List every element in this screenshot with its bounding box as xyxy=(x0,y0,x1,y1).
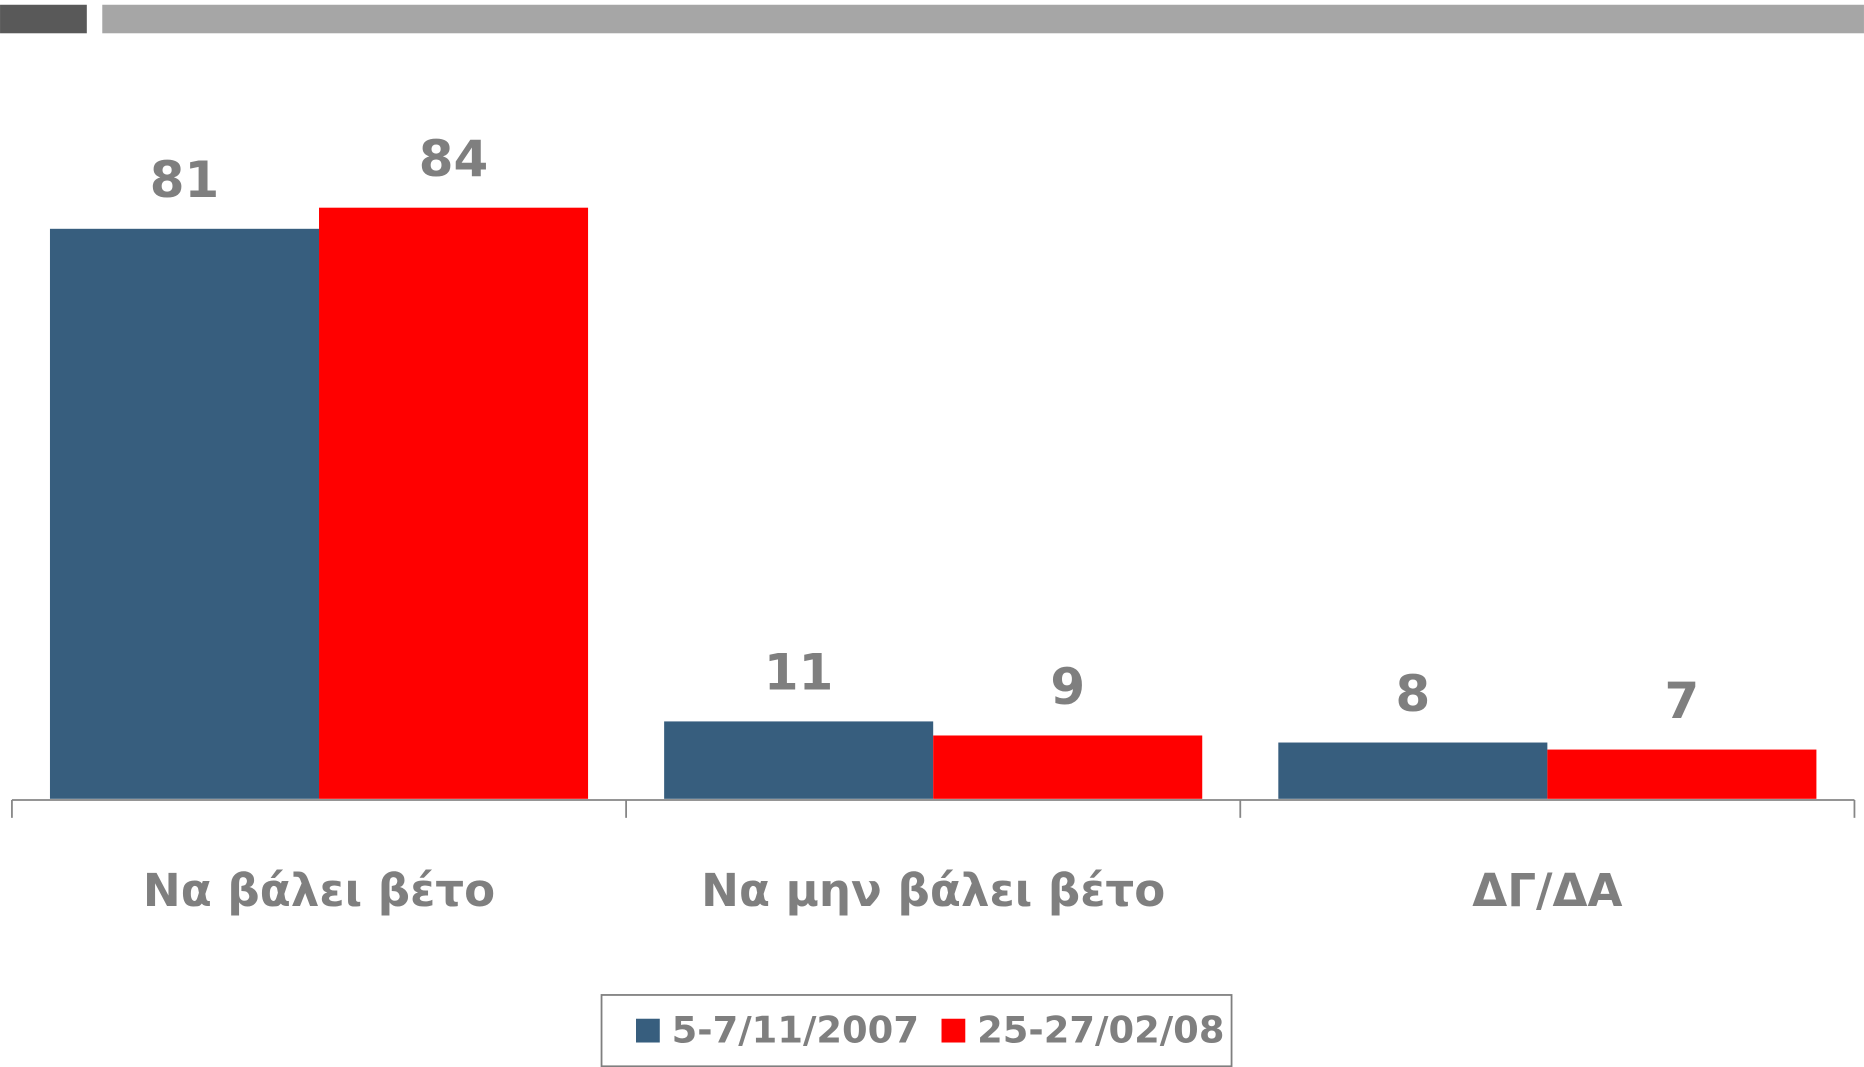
bar xyxy=(933,735,1203,799)
bar xyxy=(664,721,934,799)
x-tick-label: Να βάλει βέτο xyxy=(143,864,495,917)
data-label: 81 xyxy=(150,151,219,209)
bar xyxy=(49,228,320,799)
bar xyxy=(1278,742,1548,799)
legend-swatch xyxy=(941,1018,966,1043)
data-label: 7 xyxy=(1665,672,1700,730)
data-label: 11 xyxy=(764,644,833,702)
x-tick-label: Να μην βάλει βέτο xyxy=(701,864,1165,917)
legend-label: 5-7/11/2007 xyxy=(672,1008,919,1051)
header-bar-light xyxy=(102,4,1864,34)
data-label: 84 xyxy=(419,130,488,188)
legend: 5-7/11/2007 25-27/02/08 xyxy=(636,1008,1224,1051)
data-label: 9 xyxy=(1050,658,1085,716)
plot-area: 81 11 8 84 9 7 Να βάλει βέτο Να μην βάλει βέτο Δ… xyxy=(11,130,1856,917)
x-tick-label: ΔΓ/ΔΑ xyxy=(1472,864,1622,917)
legend-box xyxy=(600,994,1233,1067)
data-label: 8 xyxy=(1395,665,1430,723)
legend-label: 25-27/02/08 xyxy=(977,1008,1224,1051)
bar xyxy=(319,207,589,799)
bar xyxy=(1547,749,1817,799)
legend-swatch xyxy=(636,1018,660,1043)
header-bar-dark xyxy=(0,4,87,34)
